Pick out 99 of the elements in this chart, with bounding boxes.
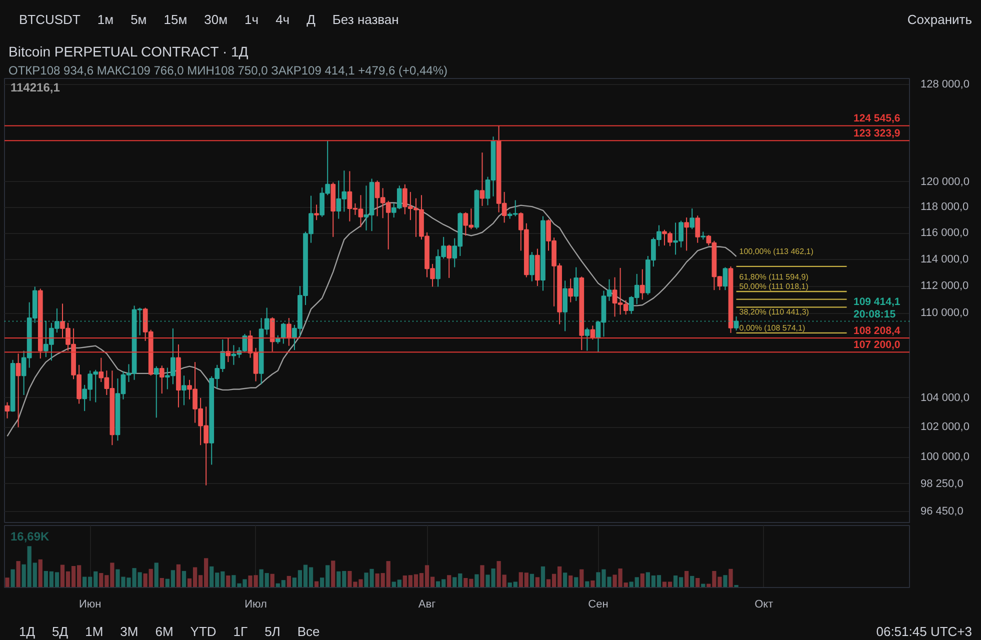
bar (160, 578, 164, 588)
bar (580, 569, 584, 588)
y-tick-label: 116 000,0 (920, 227, 969, 240)
candlestick (270, 316, 275, 352)
text: 3М (120, 622, 138, 640)
bar (696, 578, 700, 588)
candlestick (16, 353, 21, 428)
bar (154, 562, 158, 588)
candlestick (568, 278, 574, 303)
x-tick-label: Сен (588, 598, 608, 610)
x-tick-label: Окт (754, 598, 774, 610)
text: 06:51:45 UTC+3 (876, 622, 972, 640)
y-tick-label: 104 000,0 (920, 392, 970, 404)
bar (176, 564, 181, 588)
candlestick (530, 252, 534, 282)
bar (474, 574, 479, 588)
text: 30м (204, 10, 228, 29)
bar (563, 572, 568, 588)
candlestick (314, 204, 319, 221)
bar (270, 574, 274, 588)
bar (447, 575, 452, 588)
data-label: 100,00% (113 462,1) (739, 246, 814, 256)
bar (640, 573, 644, 588)
bar (728, 568, 733, 588)
y-tick-label: 98 250,0 (920, 478, 964, 490)
bar (684, 570, 689, 588)
data-label: 0,00% (108 574,1) (739, 323, 806, 332)
text: 6М (155, 622, 174, 640)
bar (530, 574, 534, 588)
text: 5Д (52, 622, 68, 640)
text: 1Г (233, 622, 248, 640)
y-tick-label: 120 000,0 (920, 176, 970, 188)
text: 1Д (19, 622, 36, 640)
chart-subtitle: ОТКР108 934,6 МАКС109 766,0 МИН108 750,0 ЗАКР109 414,1 +479,6 (+0,44%) (8, 64, 448, 78)
text: 4ч (276, 10, 290, 29)
bar (568, 576, 573, 588)
y-tick-label: 102 000,0 (920, 421, 970, 434)
candlestick (722, 266, 728, 291)
text: 1ч (244, 10, 259, 29)
y-tick-label: 110 000,0 (920, 307, 969, 320)
y-tick-label: 118 000,0 (920, 201, 969, 214)
y-tick-label: 128 000,0 (920, 78, 970, 90)
bar (286, 576, 291, 588)
candlestick (584, 327, 590, 352)
bar (480, 565, 484, 588)
candlestick (695, 215, 700, 244)
text: Д (306, 10, 316, 29)
candlestick (480, 152, 485, 206)
bar (590, 580, 595, 588)
y-tick-label: 112 000,0 (920, 280, 969, 292)
series-label: 16,69K (10, 530, 50, 544)
text: YTD (190, 622, 216, 640)
candlestick (154, 366, 159, 418)
bar (535, 577, 540, 588)
candlestick (286, 318, 292, 346)
y-tick-label: 100 000,0 (920, 451, 970, 464)
bar (331, 560, 336, 588)
bar (226, 576, 230, 588)
candlestick (446, 244, 452, 278)
bar (5, 578, 10, 588)
bar (574, 577, 578, 588)
bar (182, 570, 186, 588)
data-label: 50,00% (111 018,1) (739, 282, 809, 291)
ref-line-label: 107 200,0 (854, 339, 900, 352)
y-tick-label: 96 450,0 (920, 506, 964, 518)
ref-line-label: 123 323,9 (854, 128, 900, 140)
data-label: 61,80% (111 594,9) (739, 272, 809, 282)
candlestick (4, 402, 10, 419)
text: Сохранить (907, 10, 972, 29)
x-tick-label: Июл (244, 598, 267, 610)
candlestick (684, 216, 690, 252)
y-tick-label: 114 000,0 (920, 253, 969, 266)
text: 15м (164, 10, 188, 29)
chart-title: Bitcoin PERPETUAL CONTRACT · 1Д (8, 44, 249, 60)
text: 5м (130, 10, 147, 29)
candlestick (640, 268, 645, 300)
candlestick (182, 375, 186, 406)
bar (16, 561, 20, 588)
ref-line-label: 109 414,1 20:08:15 (854, 296, 900, 320)
text: 1М (85, 622, 104, 640)
candlestick (159, 365, 164, 394)
text: 1м (97, 10, 114, 29)
ref-line-label: 124 545,6 (854, 112, 900, 125)
text: BTCUSDT (19, 10, 80, 29)
candlestick (690, 208, 695, 230)
data-label: 38,20% (110 441,3) (739, 308, 810, 317)
bar (690, 576, 694, 588)
bar (10, 569, 15, 588)
text: 5Л (264, 622, 280, 640)
ref-line-label: 108 208,4 (854, 325, 900, 338)
text: Все (297, 622, 320, 640)
candlestick (574, 266, 579, 302)
bar (38, 559, 42, 588)
text: 114216,1 (10, 80, 60, 94)
x-tick-label: Авг (418, 598, 436, 610)
bar (540, 566, 546, 588)
bar (723, 575, 728, 588)
x-tick-label: Июн (78, 598, 102, 610)
text: Без назван (332, 10, 399, 29)
